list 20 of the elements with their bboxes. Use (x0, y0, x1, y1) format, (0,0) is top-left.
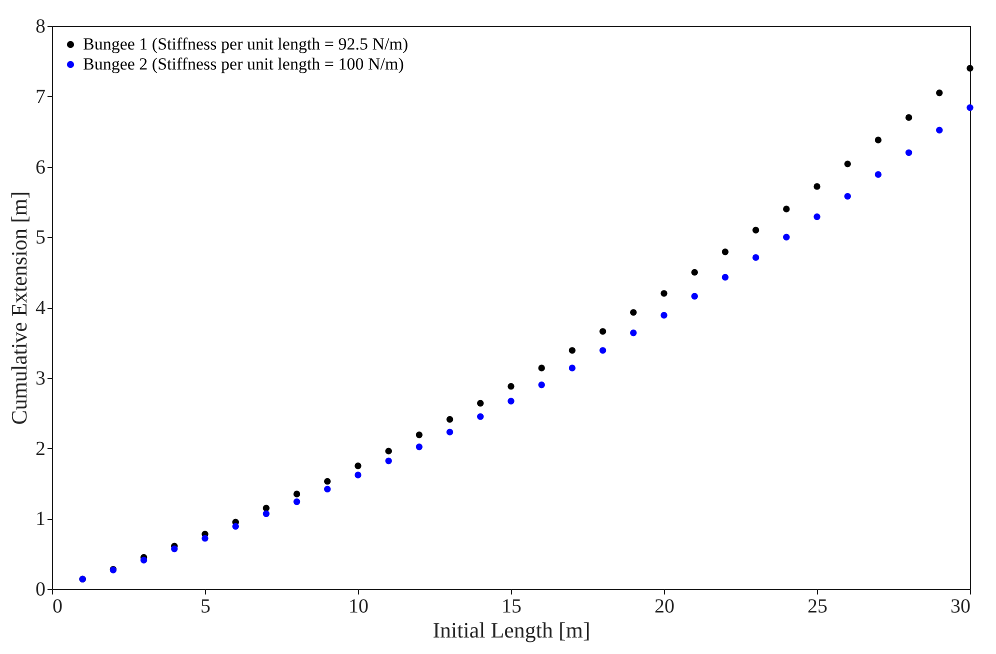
x-tick-label: 15 (502, 596, 522, 618)
x-tick-label: 0 (52, 596, 62, 618)
x-axis-title: Initial Length [m] (432, 618, 590, 642)
x-tick-label: 5 (200, 596, 210, 618)
y-tick-label: 0 (36, 578, 46, 600)
legend-label: Bungee 2 (Stiffness per unit length = 100 N/m) (83, 54, 404, 74)
y-tick-label: 6 (36, 156, 46, 178)
y-tick-label: 1 (36, 508, 46, 530)
y-tick-label: 3 (36, 367, 46, 390)
legend-label: Bungee 1 (Stiffness per unit length = 92.5 N/m) (83, 34, 408, 54)
y-tick-label: 2 (36, 438, 46, 460)
x-tick-label: 20 (654, 596, 674, 618)
y-tick-label: 4 (36, 297, 46, 319)
y-axis-title: Cumulative Extension [m] (6, 191, 32, 425)
y-tick-label: 8 (36, 16, 46, 38)
x-tick-label: 10 (348, 596, 368, 618)
x-tick-label: 25 (808, 596, 828, 618)
y-tick-label: 5 (36, 226, 46, 249)
y-tick-label: 7 (36, 86, 46, 108)
x-tick-label: 30 (950, 596, 970, 618)
